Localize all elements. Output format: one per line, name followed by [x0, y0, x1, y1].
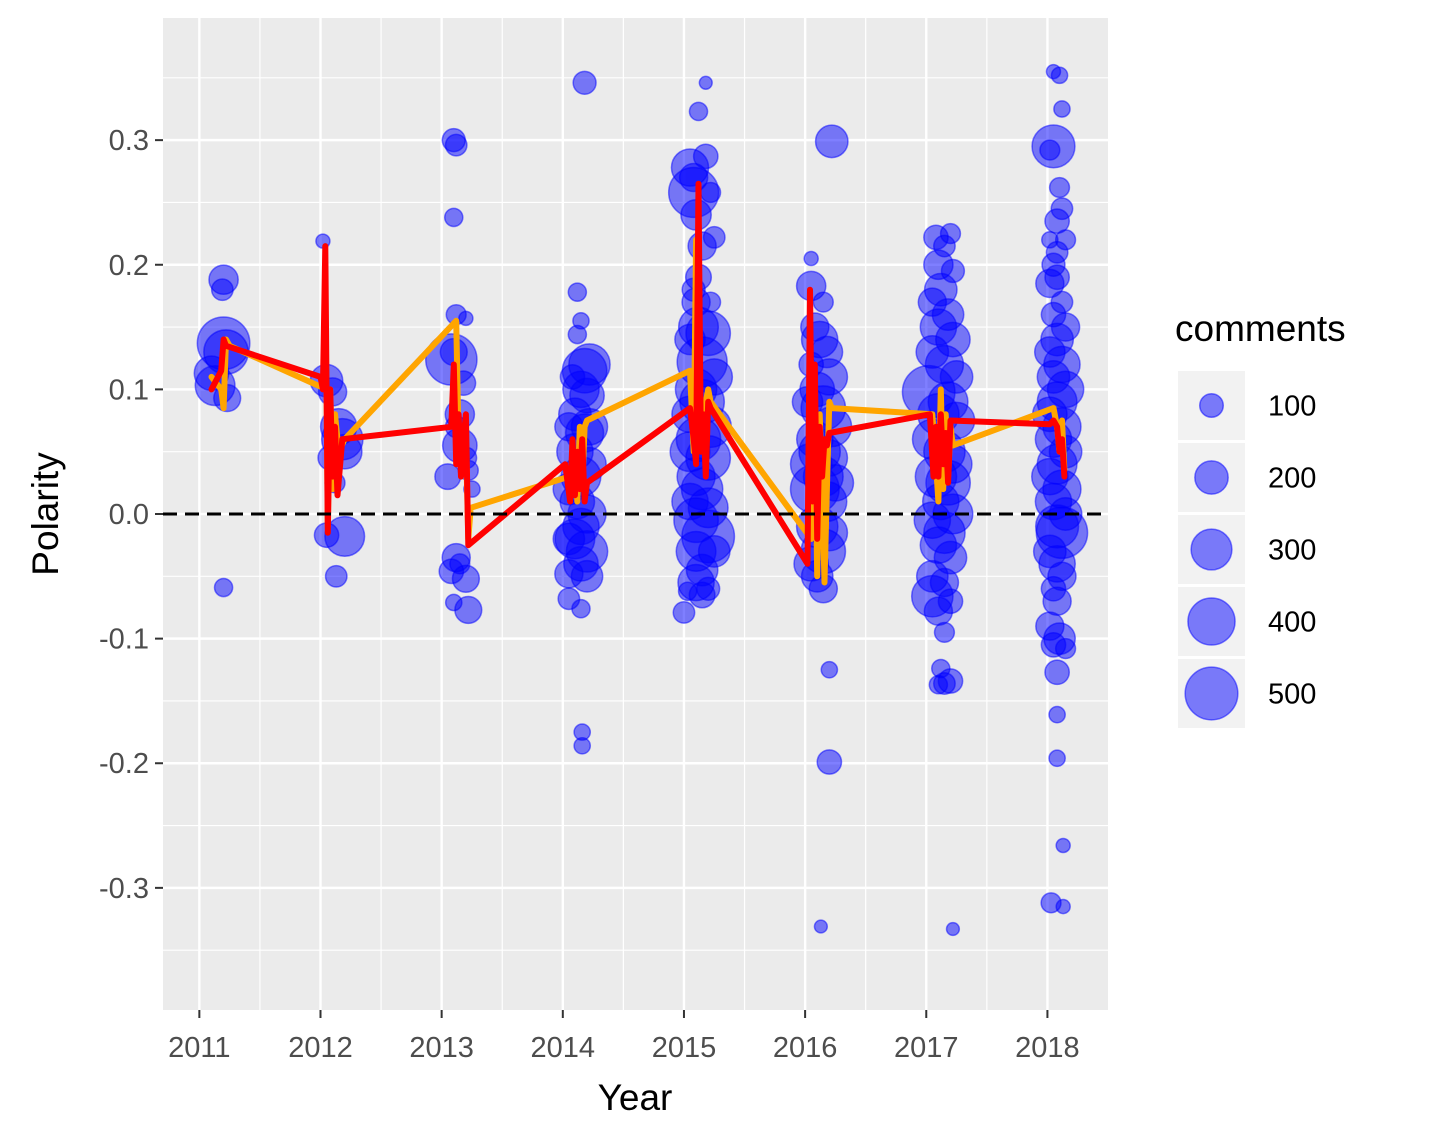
data-point — [213, 577, 234, 598]
x-tick-label: 2017 — [894, 1032, 959, 1064]
data-point — [1035, 268, 1065, 299]
data-point — [1042, 586, 1072, 617]
data-point — [571, 598, 591, 619]
x-tick-label: 2014 — [531, 1032, 596, 1064]
data-point — [1055, 898, 1071, 915]
x-tick-label: 2011 — [168, 1032, 230, 1064]
data-point — [692, 143, 719, 170]
legend-key-circle — [1198, 392, 1225, 419]
y-axis-title: Polarity — [25, 452, 66, 576]
series-line-2 — [208, 180, 1068, 567]
y-tick-label: -0.2 — [99, 748, 149, 780]
data-point — [677, 581, 698, 602]
y-tick-label: 0.3 — [109, 125, 149, 157]
data-point — [570, 559, 604, 593]
legend: comments 100 200 300 400 500 — [1175, 308, 1346, 728]
y-tick-label: 0.0 — [109, 499, 149, 531]
legend-key-circle — [1184, 666, 1239, 721]
data-point — [324, 515, 366, 558]
data-point — [688, 101, 709, 122]
legend-label: 500 — [1268, 679, 1316, 711]
data-point — [210, 278, 234, 302]
y-tick-label: 0.1 — [109, 374, 149, 406]
data-point — [567, 324, 588, 345]
y-tick-label: -0.3 — [99, 873, 149, 905]
legend-label: 400 — [1268, 607, 1316, 639]
data-point — [1044, 208, 1071, 235]
x-tick-label: 2013 — [409, 1032, 474, 1064]
legend-key-circle — [1194, 460, 1229, 495]
data-points — [193, 63, 1089, 937]
data-point — [559, 364, 586, 390]
legend-label: 300 — [1268, 535, 1316, 567]
data-point — [698, 75, 713, 90]
legend-title: comments — [1175, 308, 1346, 349]
data-point — [820, 660, 839, 679]
data-point — [672, 600, 696, 624]
x-tick-label: 2018 — [1015, 1032, 1080, 1064]
x-tick-label: 2015 — [652, 1032, 717, 1064]
data-point — [939, 222, 962, 245]
data-point — [573, 736, 592, 755]
x-axis-title: Year — [598, 1077, 673, 1118]
data-point — [816, 749, 843, 775]
data-point — [458, 310, 474, 327]
legend-key-circle — [1187, 597, 1236, 646]
data-point — [1039, 139, 1061, 161]
data-point — [324, 564, 348, 588]
y-tick-label: 0.2 — [109, 250, 149, 282]
y-axis: -0.3 -0.2 -0.1 0.0 0.1 0.2 0.3 — [99, 125, 163, 905]
data-point — [1054, 637, 1077, 660]
data-point — [1055, 837, 1071, 854]
data-point — [572, 70, 597, 96]
legend-label: 100 — [1268, 391, 1316, 423]
data-point — [1050, 66, 1069, 85]
series-lines — [208, 180, 1068, 586]
data-point — [697, 534, 731, 568]
data-point — [449, 553, 471, 575]
data-point — [695, 576, 721, 601]
data-point — [933, 621, 956, 644]
data-point — [803, 250, 819, 267]
data-point — [443, 207, 464, 228]
data-point — [444, 133, 468, 157]
legend-key-circle — [1190, 528, 1233, 571]
data-point — [814, 124, 849, 159]
data-point — [1053, 100, 1071, 118]
data-point — [454, 595, 483, 625]
data-point — [567, 282, 588, 302]
y-tick-label: -0.1 — [99, 624, 149, 656]
data-point — [1048, 705, 1066, 724]
x-axis: 2011 2012 2013 2014 2015 2016 2017 2018 — [168, 1010, 1080, 1064]
x-tick-label: 2016 — [773, 1032, 838, 1064]
data-point — [434, 463, 462, 491]
data-point — [1048, 749, 1066, 768]
legend-label: 200 — [1268, 463, 1316, 495]
data-point — [813, 919, 829, 934]
data-point — [1044, 659, 1071, 686]
data-point — [945, 921, 961, 937]
x-tick-label: 2012 — [288, 1032, 353, 1064]
data-point — [932, 672, 956, 695]
data-point — [937, 588, 964, 615]
data-point — [812, 291, 834, 313]
data-point — [1048, 176, 1071, 199]
data-point — [699, 181, 722, 204]
